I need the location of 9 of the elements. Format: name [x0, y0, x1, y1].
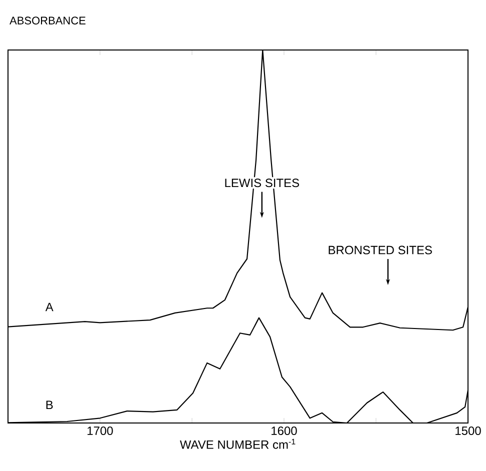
y-axis-title: ABSORBANCE: [10, 16, 86, 24]
x-axis-title: WAVE NUMBER cm$^{-1}$: [180, 438, 296, 449]
x-tick-label: 1700: [88, 426, 113, 436]
series-label: A: [45, 302, 54, 312]
x-tick-label: 1500: [456, 426, 481, 436]
series-label: B: [46, 400, 53, 409]
annotation: LEWIS SITES: [225, 178, 300, 188]
annotation: BRONSTED SITES: [328, 246, 432, 254]
x-tick-label: 1600: [272, 426, 297, 436]
